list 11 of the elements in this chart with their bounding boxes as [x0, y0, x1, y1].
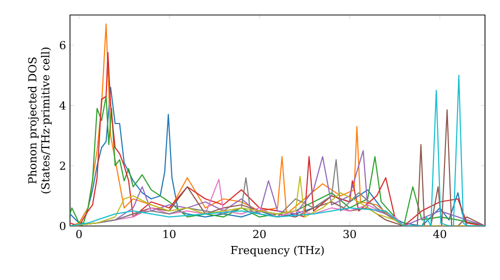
x-axis-title: Frequency (THz): [230, 246, 324, 257]
y-tick-label: 2: [60, 162, 66, 170]
y-tick-label: 0: [60, 222, 66, 230]
x-tick-label: 0: [76, 230, 82, 238]
x-tick-label: 20: [253, 230, 266, 238]
x-tick-label: 40: [433, 230, 446, 238]
y-axis-title: Phonon projected DOS (States/THz·primitive cell): [28, 48, 52, 194]
y-tick-label: 6: [60, 40, 66, 50]
y-tick-label: 4: [59, 101, 66, 110]
x-tick-label: 30: [344, 230, 356, 238]
x-tick-label: 10: [164, 230, 176, 238]
